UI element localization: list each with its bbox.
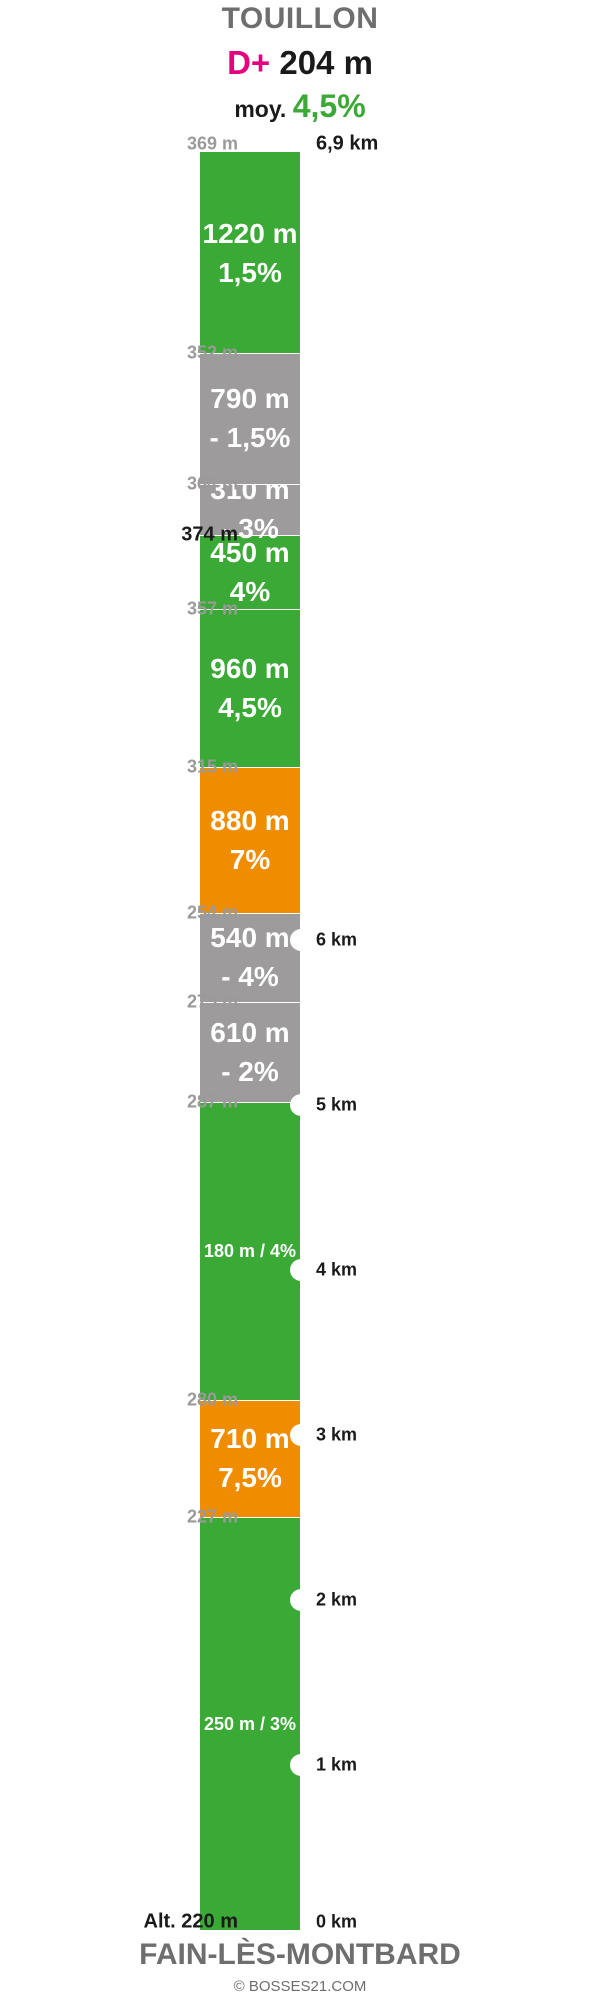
km-marker: 6,9 km — [316, 132, 379, 155]
km-notch — [290, 1589, 312, 1612]
profile-segment: 180 m / 4% — [200, 1102, 300, 1400]
km-notch — [290, 1094, 312, 1117]
km-marker: 2 km — [316, 1589, 358, 1610]
km-notch — [290, 1259, 312, 1282]
altitude-label: 287 m — [186, 1091, 238, 1112]
segment-distance: 250 m / 3% — [203, 1713, 297, 1734]
profile-segment: 450 m 4% — [200, 534, 300, 609]
segment-divider — [200, 533, 300, 536]
segment-distance: 610 m — [210, 1016, 290, 1048]
altitude-label: 275 m — [186, 991, 238, 1012]
profile-segment: 710 m 7,5% — [200, 1399, 300, 1518]
segment-grade: 1,5% — [218, 256, 282, 288]
altitude-label: 369 m — [186, 133, 238, 154]
segment-divider — [200, 607, 300, 610]
start-name: FAIN-LÈS-MONTBARD — [139, 1938, 461, 1971]
profile-segment: 790 m - 1,5% — [200, 353, 300, 484]
segment-distance: 960 m — [210, 653, 290, 685]
segment-distance: 180 m / 4% — [203, 1241, 297, 1262]
elevation-gain: D+ 204 m — [0, 44, 600, 82]
summit-name: TOUILLON — [221, 2, 379, 35]
km-marker: 3 km — [316, 1424, 358, 1445]
km-marker: 6 km — [316, 929, 358, 950]
segment-distance: 540 m — [210, 922, 290, 954]
segment-divider — [200, 766, 300, 769]
km-notch — [290, 1424, 312, 1447]
segment-grade: - 3% — [221, 513, 279, 545]
segment-distance: 790 m — [210, 383, 290, 415]
profile-segment: 1220 m 1,5% — [200, 152, 300, 354]
segment-divider — [200, 1000, 300, 1003]
km-marker: 4 km — [316, 1259, 358, 1280]
profile-segment: 540 m - 4% — [200, 912, 300, 1002]
altitude-label: 227 m — [186, 1506, 238, 1527]
copyright: © BOSSES21.COM — [233, 1978, 367, 1995]
km-marker: 5 km — [316, 1094, 358, 1115]
segment-grade: - 2% — [221, 1055, 279, 1087]
km-notch — [290, 1754, 312, 1777]
segment-grade: - 4% — [221, 961, 279, 993]
segment-divider — [200, 911, 300, 914]
segment-distance: 880 m — [210, 804, 290, 836]
segment-divider — [200, 1398, 300, 1401]
avg-value: 4,5% — [292, 88, 366, 124]
altitude-label: 315 m — [186, 756, 238, 777]
segment-divider — [200, 352, 300, 355]
segment-grade: - 1,5% — [209, 422, 291, 454]
altitude-label: 254 m — [186, 902, 238, 923]
average-grade: moy. 4,5% — [0, 88, 600, 125]
profile-segment: 960 m 4,5% — [200, 608, 300, 768]
segment-grade: 7,5% — [218, 1462, 282, 1494]
segment-divider — [200, 1516, 300, 1519]
segment-divider — [200, 482, 300, 485]
segment-grade: 4,5% — [218, 692, 282, 724]
altitude-label: 352 m — [186, 342, 238, 363]
profile-segment: 880 m 7% — [200, 767, 300, 913]
km-marker: 0 km — [316, 1911, 358, 1932]
segment-distance: 450 m — [210, 536, 290, 568]
altitude-label: 357 m — [186, 598, 238, 619]
altitude-label: 374 m — [181, 523, 238, 546]
km-notch — [290, 929, 312, 952]
altitude-label: 364 m — [186, 473, 238, 494]
altitude-label: 280 m — [186, 1389, 238, 1410]
profile-segment: 610 m - 2% — [200, 1001, 300, 1103]
segment-distance: 710 m — [210, 1423, 290, 1455]
segment-divider — [200, 1101, 300, 1104]
base-altitude: Alt. 220 m — [143, 1910, 238, 1933]
gain-value: 204 m — [279, 44, 373, 81]
segment-grade: 7% — [229, 843, 271, 875]
avg-label: moy. — [234, 96, 287, 122]
km-marker: 1 km — [316, 1754, 358, 1775]
segment-distance: 1220 m — [202, 217, 298, 249]
profile-segment: 250 m / 3% — [200, 1517, 300, 1930]
gain-prefix: D+ — [227, 44, 271, 81]
segment-grade: 4% — [229, 575, 271, 607]
